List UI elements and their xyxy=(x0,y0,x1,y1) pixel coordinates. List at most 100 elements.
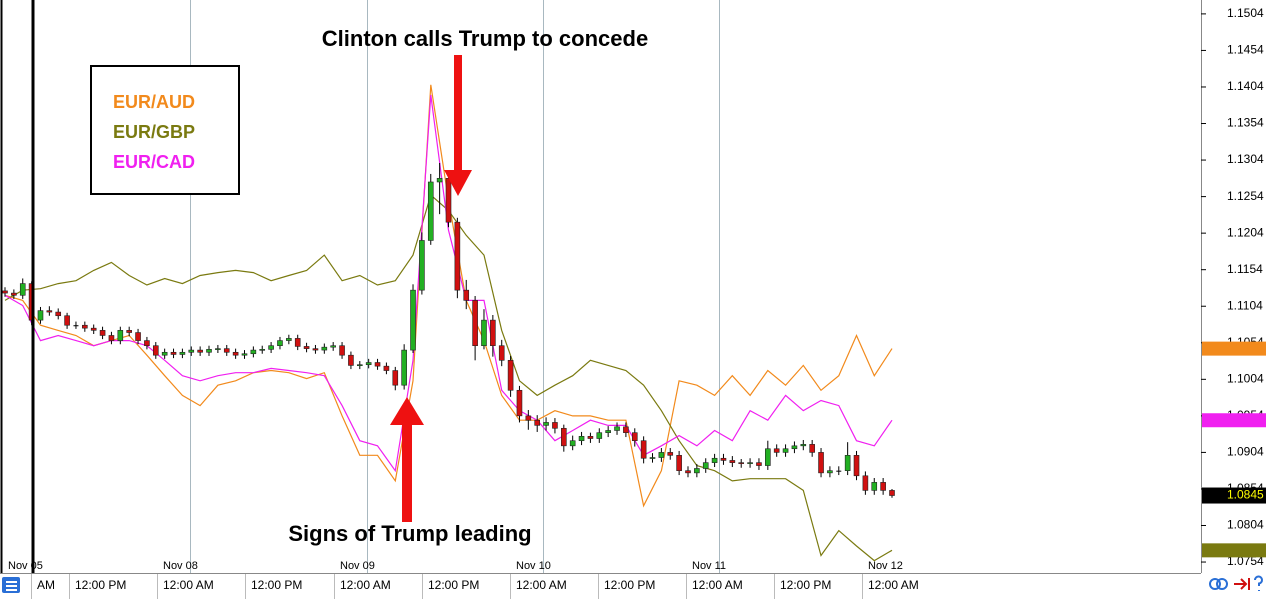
candle-body xyxy=(516,389,523,417)
candle-body xyxy=(117,330,124,341)
candle-body xyxy=(250,349,257,355)
candle-body xyxy=(64,315,70,326)
time-label: 12:00 AM xyxy=(692,578,743,592)
candle-body xyxy=(303,346,310,349)
candle-body xyxy=(498,345,505,361)
time-label: 12:00 PM xyxy=(780,578,831,592)
candle-body xyxy=(82,324,88,329)
candle-body xyxy=(55,311,62,317)
candle-body xyxy=(11,292,17,296)
candle-body xyxy=(392,370,399,386)
candle-body xyxy=(321,346,328,351)
price-axis xyxy=(1201,0,1266,573)
candle-body xyxy=(871,482,878,491)
series-badge xyxy=(1202,543,1266,558)
y-tick-label: 1.1304 xyxy=(1227,152,1264,166)
y-tick-label: 1.1104 xyxy=(1227,298,1263,312)
candle-body xyxy=(747,462,753,464)
candle-body xyxy=(605,430,611,433)
candle-body xyxy=(844,455,851,471)
scroll-end-icon[interactable] xyxy=(1234,578,1250,590)
candle-body xyxy=(765,448,771,466)
time-label: 12:00 PM xyxy=(604,578,655,592)
candle-body xyxy=(685,470,691,474)
date-label: Nov 12 xyxy=(868,560,903,572)
candle-body xyxy=(481,319,487,347)
date-label: Nov 05 xyxy=(8,560,43,572)
y-tick-label: 1.1504 xyxy=(1227,6,1264,20)
help-icon[interactable] xyxy=(1254,575,1263,591)
candle-body xyxy=(561,427,567,447)
candle-body xyxy=(490,319,496,347)
candle-body xyxy=(676,455,682,471)
candle-body xyxy=(161,351,168,356)
annotation: Clinton calls Trump to concede xyxy=(322,26,648,51)
candle-body xyxy=(649,457,656,459)
candle-body xyxy=(543,422,549,426)
candle-body xyxy=(339,345,345,356)
candle-body xyxy=(454,221,461,291)
candle-body xyxy=(312,348,319,351)
candle-body xyxy=(197,349,203,353)
candle-body xyxy=(365,362,372,366)
candle-body xyxy=(232,351,239,356)
candle-body xyxy=(126,330,132,333)
candle-body xyxy=(294,338,301,347)
candle-body xyxy=(711,457,718,463)
candle-body xyxy=(791,445,798,450)
candle-body xyxy=(188,349,195,353)
candle-body xyxy=(206,349,212,353)
candle-body xyxy=(569,440,576,447)
y-tick-label: 1.1354 xyxy=(1227,116,1264,130)
plot-area xyxy=(2,0,895,573)
link-icon xyxy=(1216,578,1228,590)
candle-body xyxy=(144,340,150,347)
date-label: Nov 10 xyxy=(516,560,551,572)
candle-body xyxy=(286,338,292,341)
candle-body xyxy=(782,448,789,453)
time-label: 12:00 PM xyxy=(428,578,479,592)
candle-body xyxy=(756,462,762,466)
candle-body xyxy=(410,289,416,351)
axes: 1.07541.08041.08541.09041.09541.10041.10… xyxy=(8,6,1266,599)
candle-body xyxy=(853,455,860,477)
candle-body xyxy=(383,365,390,371)
candle-body xyxy=(578,436,585,442)
candle-body xyxy=(179,351,186,355)
candle-body xyxy=(241,353,248,356)
y-tick-label: 1.1254 xyxy=(1227,189,1264,203)
candle-body xyxy=(694,468,700,474)
candle-body xyxy=(720,457,727,461)
candle-body xyxy=(773,448,780,453)
candle-body xyxy=(800,444,807,447)
candle-body xyxy=(374,362,381,367)
candle-body xyxy=(436,178,443,183)
candle-body xyxy=(534,419,541,426)
legend-label: EUR/GBP xyxy=(113,122,195,142)
candle-body xyxy=(658,452,665,458)
candle-body xyxy=(401,349,407,386)
date-label: Nov 11 xyxy=(692,560,726,572)
candle-body xyxy=(268,345,274,350)
candle-body xyxy=(596,432,603,439)
arrow-up xyxy=(390,397,424,522)
y-tick-label: 1.0904 xyxy=(1227,445,1264,459)
candle-body xyxy=(667,452,674,456)
time-label: 12:00 AM xyxy=(163,578,214,592)
candle-body xyxy=(880,482,886,491)
candle-body xyxy=(73,325,79,327)
date-label: Nov 08 xyxy=(163,560,198,572)
time-axis xyxy=(0,573,1266,599)
candle-body xyxy=(19,283,26,296)
candle-body xyxy=(215,348,221,350)
candle-body xyxy=(587,436,594,439)
y-tick-label: 1.1154 xyxy=(1227,262,1263,276)
candle-body xyxy=(419,240,425,291)
series-badge xyxy=(1202,341,1266,356)
link-icon[interactable] xyxy=(1209,578,1221,590)
candle-body xyxy=(525,415,532,421)
candle-body xyxy=(99,330,106,336)
candle-body xyxy=(46,310,53,313)
candle-body xyxy=(631,432,638,442)
